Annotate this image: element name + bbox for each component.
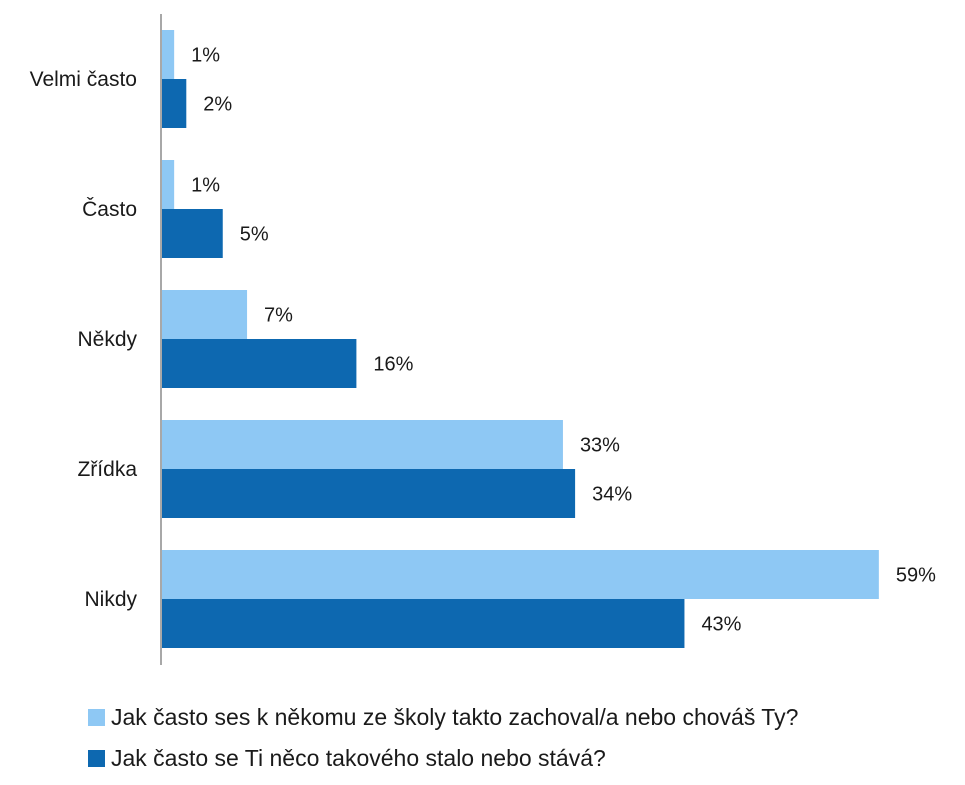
value-label-series-1-casto: 1% [191, 175, 220, 197]
value-label-series-1-velmi-casto: 1% [191, 45, 220, 67]
bar-series-1-nekdy [162, 290, 248, 339]
bar-series-1-casto [162, 160, 175, 209]
category-label-velmi-casto: Velmi často [30, 68, 137, 91]
value-label-series-1-nikdy: 59% [896, 565, 936, 587]
category-label-zridka: Zřídka [77, 458, 137, 481]
value-label-series-2-nekdy: 16% [373, 354, 413, 376]
category-label-casto: Často [82, 198, 137, 221]
legend-item-series-1: Jak často ses k někomu ze školy takto za… [88, 704, 798, 731]
value-label-series-1-nekdy: 7% [264, 305, 293, 327]
value-label-series-2-casto: 5% [240, 224, 269, 246]
category-label-nekdy: Někdy [77, 328, 137, 351]
value-label-series-1-zridka: 33% [580, 435, 620, 457]
bar-chart: Velmi často 1% 2% Často 1% 5% Někdy 7% 16% Zřídka… [30, 14, 936, 665]
legend-swatch-series-2 [88, 750, 105, 767]
value-label-series-2-velmi-casto: 2% [203, 94, 232, 116]
labels-layer: Velmi často 1% 2% Často 1% 5% Někdy 7% 16% Zřídka… [30, 45, 936, 636]
bar-series-2-nekdy [162, 339, 357, 388]
bar-series-1-zridka [162, 420, 563, 469]
legend-item-series-2: Jak často se Ti něco takového stalo nebo… [88, 745, 606, 772]
value-label-series-2-zridka: 34% [592, 484, 632, 506]
bar-series-1-nikdy [162, 550, 879, 599]
value-label-series-2-nikdy: 43% [701, 614, 741, 636]
legend-label-series-2: Jak často se Ti něco takového stalo nebo… [111, 745, 606, 771]
bar-series-2-casto [162, 209, 223, 258]
bar-series-2-nikdy [162, 599, 685, 648]
bar-series-2-zridka [162, 469, 576, 518]
bar-series-2-velmi-casto [162, 79, 187, 128]
legend-swatch-series-1 [88, 709, 105, 726]
bar-series-1-velmi-casto [162, 30, 175, 79]
legend-label-series-1: Jak často ses k někomu ze školy takto za… [111, 704, 799, 730]
bars-layer [162, 30, 879, 648]
category-label-nikdy: Nikdy [84, 588, 137, 611]
